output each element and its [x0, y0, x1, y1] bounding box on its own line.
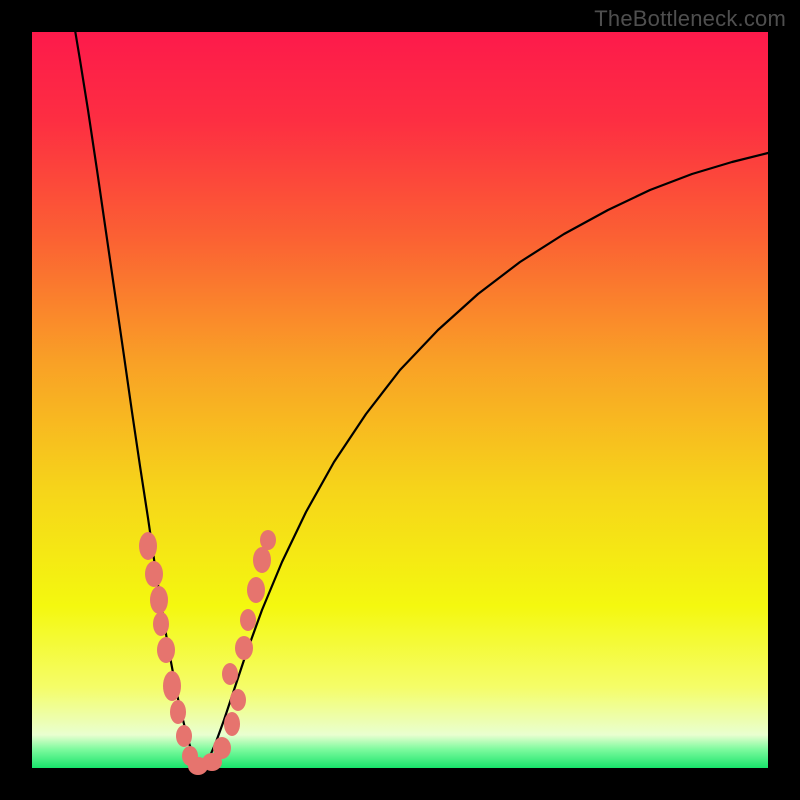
watermark-text: TheBottleneck.com — [594, 6, 786, 32]
data-marker-right — [240, 609, 256, 631]
data-marker-left — [153, 612, 169, 636]
chart-container: TheBottleneck.com — [0, 0, 800, 800]
data-marker-right — [224, 712, 240, 736]
data-marker-left — [139, 532, 157, 560]
data-marker-left — [145, 561, 163, 587]
data-marker-right — [247, 577, 265, 603]
data-marker-left — [157, 637, 175, 663]
data-marker-right — [260, 530, 276, 550]
data-marker-left — [163, 671, 181, 701]
data-marker-right — [235, 636, 253, 660]
data-marker-left — [170, 700, 186, 724]
data-marker-left — [176, 725, 192, 747]
bottleneck-chart — [0, 0, 800, 800]
data-marker-right — [222, 663, 238, 685]
plot-area — [32, 32, 768, 768]
data-marker-right — [230, 689, 246, 711]
data-marker-right — [213, 737, 231, 759]
data-marker-left — [150, 586, 168, 614]
data-marker-right — [253, 547, 271, 573]
